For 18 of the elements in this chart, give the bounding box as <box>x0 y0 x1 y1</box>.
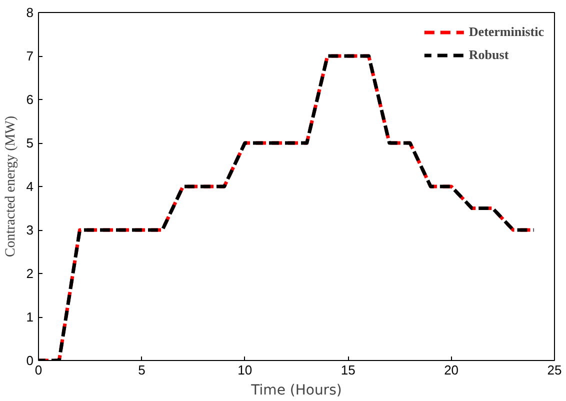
y-tick-label: 6 <box>26 92 34 107</box>
legend-label: Robust <box>468 47 509 63</box>
x-tick-label: 10 <box>238 362 252 378</box>
y-axis-title: Contracted energy (MW) <box>3 116 18 258</box>
y-tick-label: 2 <box>26 266 34 281</box>
y-tick-label: 7 <box>26 48 34 64</box>
y-tick-label: 5 <box>26 136 34 150</box>
y-tick-label: 3 <box>26 222 34 238</box>
y-tick-label: 8 <box>26 5 34 20</box>
x-tick-label: 5 <box>138 362 146 378</box>
x-axis-title: Time (Hours) <box>250 382 342 398</box>
y-tick-label: 0 <box>26 353 34 368</box>
y-tick-label: 4 <box>26 179 34 194</box>
x-tick-label: 20 <box>444 362 459 378</box>
x-tick-label: 15 <box>340 362 356 378</box>
y-tick-label: 1 <box>26 310 34 324</box>
x-tick-label: 25 <box>547 362 562 378</box>
legend-label: Deterministic <box>468 24 544 40</box>
